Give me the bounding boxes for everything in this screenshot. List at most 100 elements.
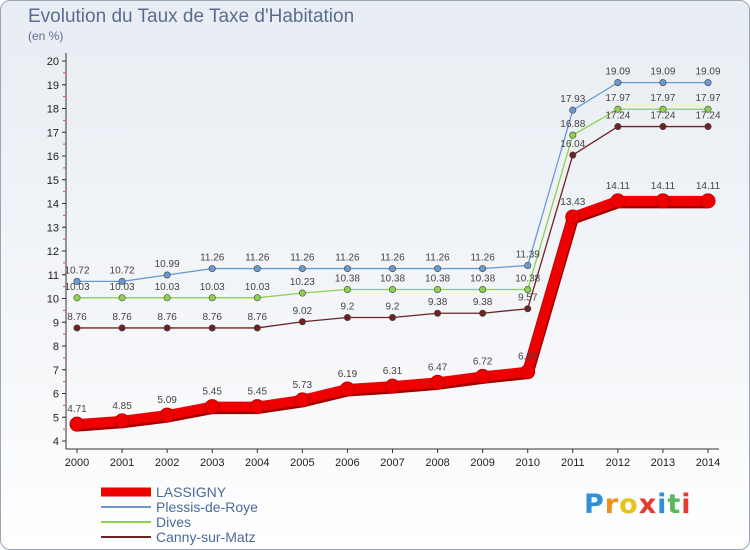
data-label-dives: 17.97	[650, 93, 675, 104]
y-tick-label: 17	[47, 127, 59, 139]
data-label-dives: 10.03	[110, 282, 135, 293]
data-labels: 4.71 4.85 5.09 5.45 5.45 5.73 6.19 6.31 6.47 6.72…	[64, 67, 720, 416]
data-label-dives: 17.97	[605, 93, 630, 104]
data-point-lassigny	[249, 399, 265, 415]
logo-letter: r	[604, 489, 620, 520]
legend-label-lassigny: LASSIGNY	[156, 484, 227, 500]
data-label-lassigny: 14.11	[696, 181, 721, 192]
chart-legend: LASSIGNYPlessis-de-RoyeDivesCanny-sur-Ma…	[101, 484, 258, 545]
logo-letter: t	[667, 489, 682, 520]
y-tick-label: 11	[48, 270, 59, 282]
data-label-dives: 16.88	[560, 119, 585, 130]
data-point-lassigny	[159, 407, 175, 423]
y-tick-label: 7	[53, 365, 59, 377]
data-label-lassigny: 5.45	[202, 387, 222, 398]
data-point-canny-sur-matz	[343, 313, 351, 321]
data-point-lassigny	[294, 392, 310, 408]
data-label-lassigny: 13.43	[560, 197, 585, 208]
data-label-plessis-de-roye: 10.72	[110, 265, 135, 276]
data-label-lassigny: 14.11	[606, 181, 631, 192]
x-tick-label: 2001	[110, 457, 134, 469]
logo-letter: x	[638, 489, 658, 520]
chart-title: Evolution du Taux de Taxe d'Habitation	[28, 6, 355, 27]
data-point-plessis-de-roye	[343, 265, 351, 273]
data-label-plessis-de-roye: 11.26	[335, 253, 360, 264]
data-label-canny-sur-matz: 8.76	[248, 312, 268, 323]
data-point-lassigny	[430, 374, 446, 390]
data-label-canny-sur-matz: 16.04	[560, 139, 585, 150]
data-label-plessis-de-roye: 19.09	[650, 67, 675, 78]
data-point-canny-sur-matz	[388, 313, 396, 321]
x-tick-label: 2002	[155, 457, 179, 469]
data-point-canny-sur-matz	[298, 318, 306, 326]
data-point-lassigny	[339, 381, 355, 397]
data-label-plessis-de-roye: 11.26	[290, 253, 315, 264]
data-label-lassigny: 6.31	[383, 366, 403, 377]
y-tick-label: 10	[47, 294, 59, 306]
data-point-dives	[614, 105, 622, 113]
x-tick-label: 2014	[696, 457, 720, 469]
data-point-canny-sur-matz	[659, 123, 667, 131]
data-label-canny-sur-matz: 17.24	[650, 111, 675, 122]
data-label-lassigny: 5.73	[293, 380, 313, 391]
data-label-canny-sur-matz: 9.38	[473, 297, 493, 308]
data-label-lassigny: 5.09	[157, 395, 177, 406]
data-point-dives	[343, 285, 351, 293]
data-point-dives	[479, 285, 487, 293]
x-tick-label: 2008	[425, 457, 449, 469]
y-tick-label: 12	[47, 246, 59, 258]
data-point-lassigny	[114, 413, 130, 429]
data-label-plessis-de-roye: 19.09	[605, 67, 630, 78]
data-label-plessis-de-roye: 10.72	[64, 265, 89, 276]
data-point-dives	[73, 294, 81, 302]
data-point-dives	[298, 289, 306, 297]
data-label-lassigny: 5.45	[248, 387, 268, 398]
data-point-lassigny	[700, 193, 716, 209]
data-label-plessis-de-roye: 11.39	[516, 249, 541, 260]
data-label-plessis-de-roye: 11.26	[245, 253, 270, 264]
data-point-canny-sur-matz	[479, 309, 487, 317]
data-label-plessis-de-roye: 11.26	[380, 253, 405, 264]
x-tick-label: 2000	[65, 457, 89, 469]
data-label-lassigny: 6.72	[473, 356, 493, 367]
data-label-plessis-de-roye: 11.26	[200, 253, 225, 264]
data-point-plessis-de-roye	[118, 277, 126, 285]
data-point-lassigny	[69, 416, 85, 432]
y-tick-label: 14	[47, 199, 59, 211]
y-tick-label: 16	[47, 151, 59, 163]
data-point-dives	[388, 285, 396, 293]
y-tick-label: 20	[47, 56, 59, 68]
data-label-dives: 10.38	[380, 273, 405, 284]
data-point-canny-sur-matz	[118, 324, 126, 332]
data-point-canny-sur-matz	[208, 324, 216, 332]
data-label-canny-sur-matz: 9.57	[518, 293, 538, 304]
data-label-canny-sur-matz: 9.2	[340, 302, 354, 313]
legend-label-plessis-de-roye: Plessis-de-Roye	[156, 499, 258, 515]
data-label-lassigny: 6.92	[518, 352, 538, 363]
data-label-canny-sur-matz: 8.76	[202, 312, 222, 323]
x-tick-label: 2009	[470, 457, 494, 469]
data-point-plessis-de-roye	[208, 265, 216, 273]
data-label-plessis-de-roye: 19.09	[695, 67, 720, 78]
y-tick-label: 5	[53, 412, 59, 424]
data-point-canny-sur-matz	[434, 309, 442, 317]
y-tick-label: 19	[47, 80, 59, 92]
data-point-canny-sur-matz	[704, 123, 712, 131]
data-label-dives: 10.38	[515, 273, 540, 284]
logo-letter: o	[619, 489, 639, 520]
data-label-dives: 17.97	[695, 93, 720, 104]
data-point-plessis-de-roye	[73, 277, 81, 285]
data-point-dives	[704, 105, 712, 113]
data-point-dives	[524, 285, 532, 293]
data-label-dives: 10.03	[155, 282, 180, 293]
data-point-plessis-de-roye	[479, 265, 487, 273]
data-point-plessis-de-roye	[163, 271, 171, 279]
x-tick-label: 2004	[245, 457, 269, 469]
data-label-lassigny: 4.85	[112, 401, 132, 412]
chart-axes: 4 5 6 7 8 9 10 11 12 13 14 15 16 17 18 19 20 2000 2001 2002…	[47, 53, 720, 469]
data-point-lassigny	[520, 364, 536, 380]
data-label-dives: 10.03	[245, 282, 270, 293]
y-tick-label: 18	[47, 104, 59, 116]
